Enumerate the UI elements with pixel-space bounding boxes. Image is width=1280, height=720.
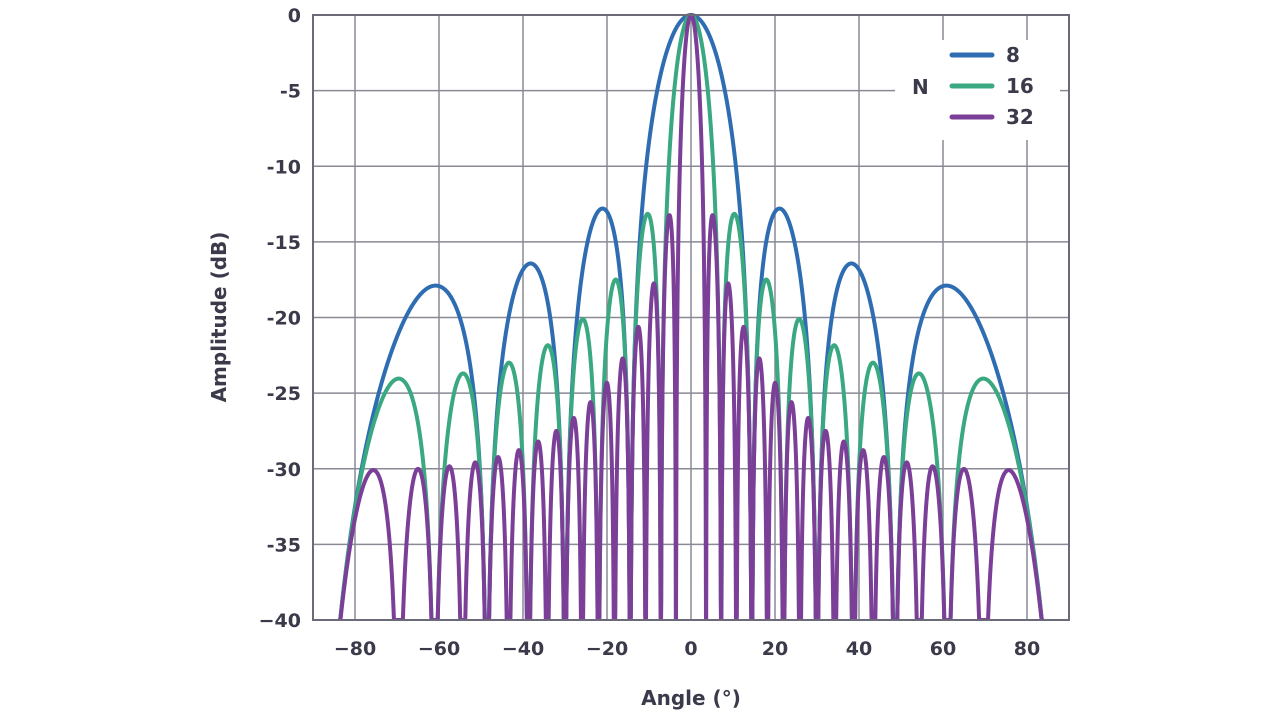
plot-frame	[312, 14, 1070, 621]
legend-label-32: 32	[1006, 105, 1034, 129]
legend-label-16: 16	[1006, 74, 1034, 98]
y-tick-label: 0	[288, 5, 301, 27]
y-tick-labels: 0 -5 -10 -15 -20 -25 -30 -35 −40	[259, 5, 301, 632]
y-tick-label: -10	[267, 156, 301, 178]
y-tick-label: -20	[267, 308, 301, 330]
x-tick-label: −80	[334, 638, 376, 660]
x-tick-label: −60	[418, 638, 460, 660]
x-tick-label: 60	[930, 638, 956, 660]
legend: N 8 16 32	[895, 40, 1060, 140]
x-tick-label: −40	[502, 638, 544, 660]
y-tick-label: -35	[267, 534, 301, 556]
x-tick-label: 80	[1014, 638, 1040, 660]
y-tick-label: -5	[280, 81, 301, 103]
y-tick-label: -30	[267, 459, 301, 481]
legend-label-8: 8	[1006, 43, 1020, 67]
x-tick-label: 20	[762, 638, 788, 660]
y-tick-label: -15	[267, 232, 301, 254]
y-tick-label: −40	[259, 610, 301, 632]
x-tick-label: 40	[846, 638, 872, 660]
x-tick-label: −20	[586, 638, 628, 660]
x-tick-labels: −80 −60 −40 −20 0 20 40 60 80	[334, 638, 1040, 660]
y-tick-label: -25	[267, 383, 301, 405]
x-tick-label: 0	[684, 638, 697, 660]
legend-title: N	[912, 75, 929, 99]
x-axis-label: Angle (°)	[641, 686, 741, 710]
y-axis-label: Amplitude (dB)	[207, 232, 231, 403]
